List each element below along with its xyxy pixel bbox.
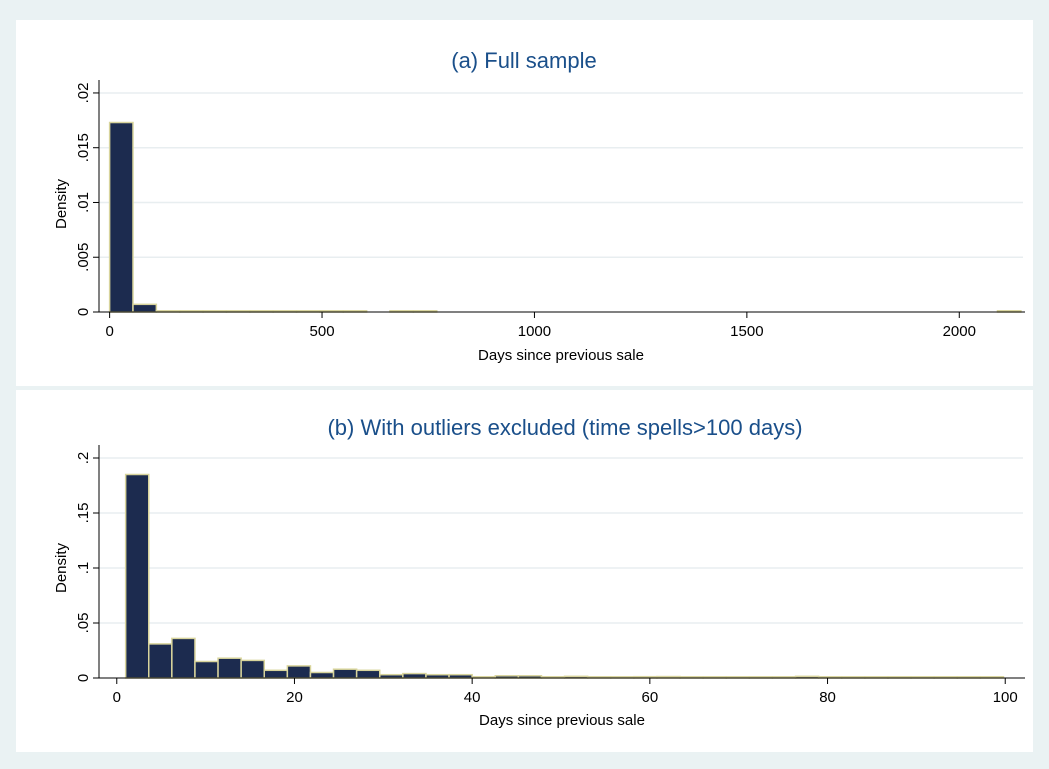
panel-outliers-excluded: (b) With outliers excluded (time spells>…	[16, 390, 1033, 752]
histogram-bar	[148, 643, 173, 679]
y-axis-label: Density	[53, 178, 70, 229]
y-tick-label: .1	[75, 562, 92, 575]
x-axis-label: Days since previous sale	[478, 347, 644, 364]
x-axis-label: Days since previous sale	[479, 712, 645, 729]
histogram-bar	[309, 671, 335, 679]
panel-background	[16, 390, 1033, 752]
histogram-bar	[171, 637, 196, 679]
y-tick-label: 0	[75, 308, 92, 316]
y-tick-label: .01	[75, 192, 92, 213]
x-tick-label: 0	[113, 689, 121, 706]
x-tick-label: 2000	[943, 323, 976, 340]
chart-title: (a) Full sample	[451, 48, 596, 73]
histogram-bar	[217, 657, 242, 679]
gridlines	[99, 457, 1023, 624]
x-tick-label: 500	[310, 323, 335, 340]
x-tick-label: 100	[993, 689, 1018, 706]
histogram-bar	[194, 660, 219, 679]
y-tick-label: .2	[75, 452, 92, 465]
chart-title: (b) With outliers excluded (time spells>…	[327, 415, 802, 440]
y-tick-label: .15	[75, 503, 92, 524]
y-tick-label: .015	[75, 133, 92, 162]
x-tick-label: 60	[642, 689, 659, 706]
histogram-bar	[132, 303, 158, 313]
y-axis-label: Density	[53, 542, 70, 593]
x-tick-label: 20	[286, 689, 303, 706]
y-tick-label: 0	[75, 674, 92, 682]
x-tick-label: 80	[819, 689, 836, 706]
histogram-bar	[240, 659, 266, 679]
histogram-bar	[263, 669, 289, 679]
x-tick-label: 1500	[730, 323, 763, 340]
axes: 0 .05 .1 .15 .2 0 20 40 60 80 100	[75, 445, 1025, 706]
y-tick-label: .05	[75, 613, 92, 634]
gridlines	[99, 92, 1023, 258]
histogram-bar	[332, 668, 358, 679]
x-tick-label: 0	[105, 323, 113, 340]
x-tick-label: 40	[464, 689, 481, 706]
x-tick-label: 1000	[518, 323, 551, 340]
histogram-bar	[108, 121, 134, 313]
axes: 0 .005 .01 .015 .02 0 500 1000 1500 2000	[75, 80, 1025, 340]
histogram-bar	[124, 473, 150, 679]
y-tick-label: .005	[75, 243, 92, 272]
histogram-bar	[355, 669, 381, 679]
y-tick-label: .02	[75, 83, 92, 104]
histogram-bars	[108, 121, 1022, 313]
panel-full-sample: (a) Full sample 0 .005 .01 .015 .02 0 500 1000 1…	[16, 20, 1033, 386]
histogram-bar	[402, 672, 427, 679]
histogram-bar	[286, 665, 312, 679]
